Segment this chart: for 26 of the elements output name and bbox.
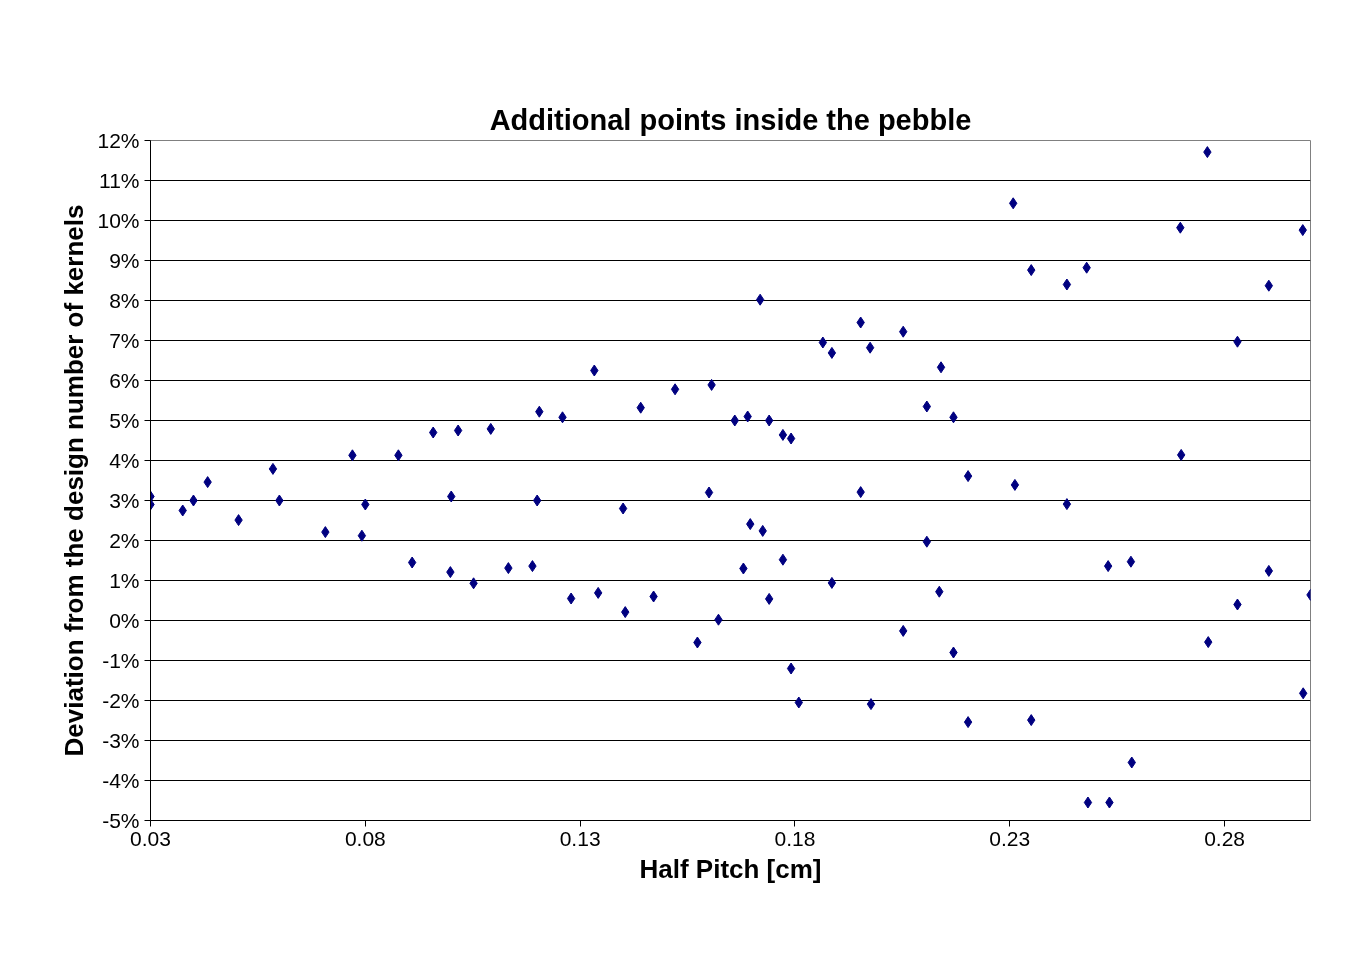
x-tick-label: 0.18 — [774, 826, 816, 850]
y-tick-label: 7% — [109, 329, 140, 352]
x-tick-label: 0.13 — [559, 826, 601, 850]
y-axis-title: Deviation from the design number of kernels — [59, 204, 90, 757]
y-tick-label: -3% — [102, 729, 140, 752]
x-tick-label: 0.28 — [1204, 826, 1246, 850]
y-tick-label: 2% — [109, 529, 140, 552]
y-tick-label: 0% — [109, 609, 140, 632]
y-tick-label: 12% — [97, 129, 140, 152]
y-tick-label: 9% — [109, 249, 140, 272]
y-tick-label: -5% — [102, 809, 140, 832]
chart-title: Additional points inside the pebble — [489, 103, 972, 136]
y-tick-label: -4% — [102, 769, 140, 792]
y-tick-label: -1% — [102, 649, 140, 672]
y-tick-label: 10% — [97, 209, 140, 232]
y-tick-label: -2% — [102, 689, 140, 712]
x-tick-label: 0.08 — [344, 826, 386, 850]
y-tick-label: 6% — [109, 369, 140, 392]
x-axis-title: Half Pitch [cm] — [639, 853, 822, 884]
y-tick-label: 11% — [99, 169, 140, 192]
y-tick-label: 1% — [109, 569, 140, 592]
y-tick-label: 5% — [109, 409, 140, 432]
x-tick-label: 0.23 — [989, 826, 1031, 850]
y-tick-label: 3% — [109, 489, 140, 512]
y-tick-label: 8% — [109, 289, 140, 312]
y-tick-label: 4% — [109, 449, 140, 472]
